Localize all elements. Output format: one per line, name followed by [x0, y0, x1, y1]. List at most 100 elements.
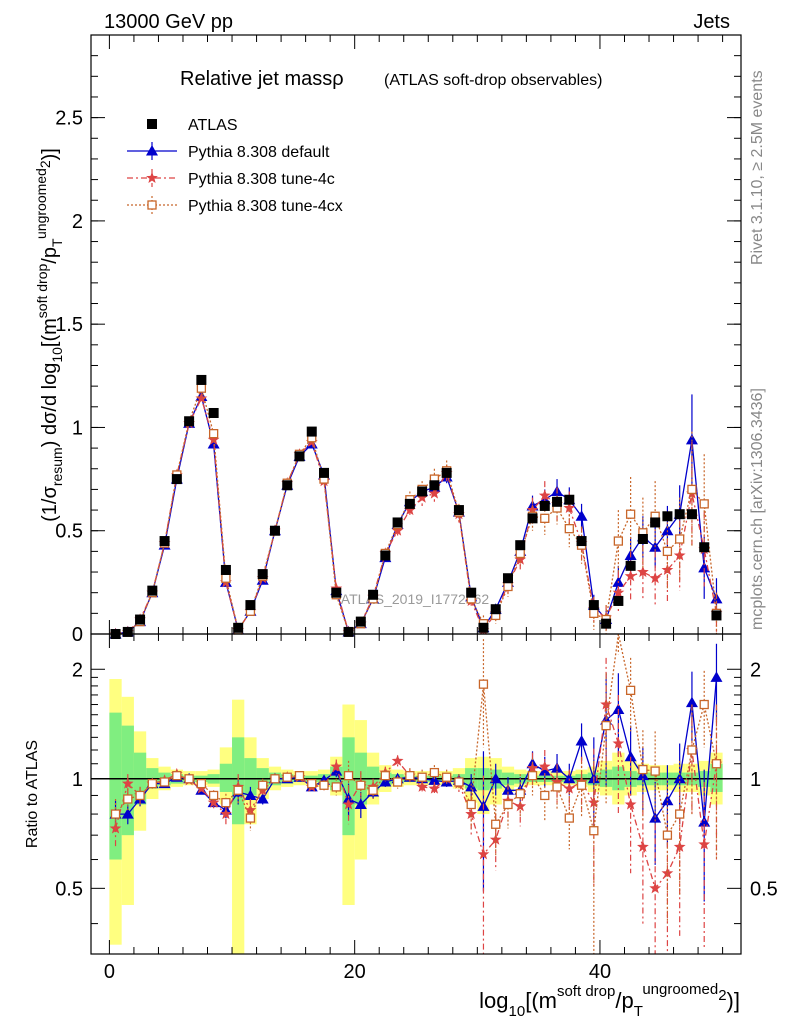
legend-label: Pythia 8.308 default	[188, 144, 330, 161]
data-point	[404, 498, 415, 509]
ratio-point	[489, 772, 502, 784]
ratio-point	[159, 777, 170, 787]
data-point	[135, 614, 146, 625]
data-point	[538, 489, 551, 501]
data-point	[625, 560, 636, 571]
legend-entry: Pythia 8.308 default	[127, 142, 330, 161]
data-point	[331, 587, 342, 598]
data-point	[576, 536, 587, 547]
ratio-plot-panel: 0.5 0.51 12 20 20 40 Ratio to ATLAS	[24, 633, 778, 983]
data-point	[429, 480, 440, 491]
ratio-point	[687, 745, 697, 755]
legend-marker	[146, 171, 158, 183]
data-point	[637, 533, 648, 544]
data-point	[687, 484, 697, 495]
ratio-point	[601, 720, 611, 731]
ratio-line	[114, 704, 718, 890]
ratio-line	[114, 633, 718, 838]
ratio-point	[405, 771, 415, 781]
band-inner	[219, 763, 233, 792]
data-point	[306, 426, 317, 437]
legend-marker	[147, 119, 157, 129]
main-subtitle-text: (ATLAS soft-drop observables)	[384, 72, 602, 89]
data-point	[319, 467, 330, 478]
band-inner	[244, 758, 257, 796]
ratio-point	[256, 793, 269, 804]
data-point	[624, 570, 637, 582]
ratio-point	[589, 826, 599, 836]
x-tick-label: 0	[104, 961, 115, 983]
data-point	[540, 513, 550, 523]
data-point	[552, 496, 563, 507]
mcplots-label: mcplots.cern.ch [arXiv:1306.3436]	[749, 388, 766, 630]
legend-label: ATLAS	[188, 117, 238, 134]
band-inner	[109, 712, 122, 860]
ratio-point	[135, 790, 145, 801]
ratio-point	[600, 698, 612, 710]
ratio-point	[637, 840, 649, 852]
ratio-point	[147, 778, 157, 789]
ratio-point	[342, 798, 355, 810]
data-point	[699, 542, 710, 553]
data-point	[637, 565, 649, 578]
data-point	[196, 374, 207, 385]
ratio-point	[258, 780, 268, 790]
ratio-point	[416, 780, 428, 792]
legend-entry: Pythia 8.308 tune-4c	[127, 169, 335, 188]
ratio-point	[466, 799, 476, 810]
data-point	[221, 573, 231, 583]
data-point	[698, 561, 711, 573]
data-point	[515, 540, 526, 551]
data-point	[515, 548, 525, 559]
legend-marker	[146, 145, 158, 156]
data-point	[257, 569, 268, 580]
ratio-point	[442, 772, 452, 782]
data-point	[355, 616, 366, 627]
ratio-point	[307, 778, 317, 789]
data-point	[171, 474, 182, 485]
ratio-point	[685, 696, 698, 708]
ratio-point	[343, 771, 354, 781]
ratio-series-open-square	[110, 633, 722, 954]
main-plot-panel: ATLAS_2019_I1772062 00.511.522.5 Relativ…	[33, 34, 742, 646]
ratio-point	[429, 767, 440, 778]
ratio-point	[675, 809, 685, 819]
data-point	[661, 524, 674, 536]
ratio-point	[503, 799, 513, 810]
data-point	[661, 563, 674, 575]
ratio-point	[184, 774, 194, 784]
main-y-axis-label: (1/σresum) dσ/d log10[(msoft drop/pTungr…	[33, 148, 65, 522]
ratio-axes-layer: 0.5 0.51 12 20 20 40	[55, 634, 778, 983]
ratio-point	[612, 703, 625, 715]
main-y-tick-label: 1	[72, 417, 83, 439]
ratio-point	[380, 771, 390, 781]
ratio-point	[270, 774, 280, 784]
data-point	[380, 550, 391, 561]
data-point	[563, 501, 576, 513]
ratio-point	[244, 804, 257, 816]
ratio-y-tick-label-right: 2	[750, 659, 761, 681]
legend-entry: Pythia 8.308 tune-4cx	[127, 196, 343, 215]
ratio-point	[417, 772, 427, 782]
ratio-point	[294, 771, 305, 781]
ratio-point	[245, 813, 256, 823]
ratio-point	[319, 780, 329, 790]
main-y-tick-label: 2.5	[55, 108, 83, 130]
ratio-y-tick-label: 0.5	[55, 878, 83, 900]
legend-label: Pythia 8.308 tune-4cx	[188, 198, 343, 215]
data-point	[417, 486, 428, 497]
data-point	[589, 608, 599, 618]
ratio-point	[356, 780, 366, 790]
ratio-point	[624, 750, 637, 762]
ratio-point	[576, 780, 587, 790]
data-point	[122, 626, 133, 637]
ratio-point	[477, 848, 490, 860]
header-right-label: Jets	[693, 11, 730, 33]
ratio-point	[563, 782, 576, 794]
main-title-text: Relative jet massρ	[180, 68, 344, 90]
ratio-point	[563, 772, 576, 784]
ratio-point	[196, 778, 207, 789]
data-point	[613, 595, 624, 606]
data-point	[478, 622, 489, 633]
data-point	[282, 480, 293, 491]
